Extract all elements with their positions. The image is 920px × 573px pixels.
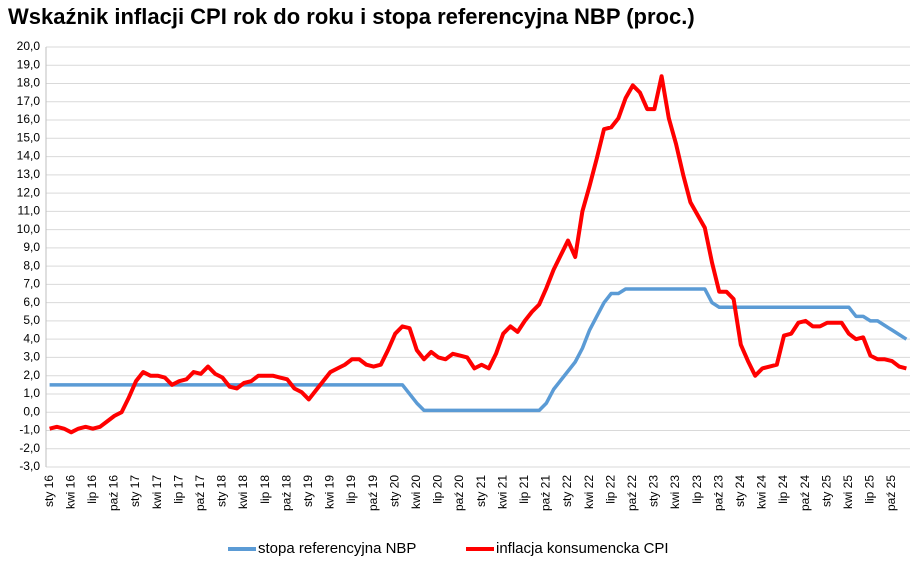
y-tick-label: 15,0 bbox=[17, 130, 41, 144]
x-tick-label: lip 24 bbox=[776, 475, 790, 504]
x-tick-label: paź 21 bbox=[539, 475, 553, 511]
series-line bbox=[49, 74, 907, 435]
y-tick-label: 4,0 bbox=[23, 331, 40, 345]
y-tick-label: -3,0 bbox=[19, 459, 40, 473]
y-tick-label: 10,0 bbox=[17, 222, 41, 236]
y-tick-label: 1,0 bbox=[23, 386, 40, 400]
x-tick-label: paź 23 bbox=[711, 475, 725, 511]
series-line bbox=[49, 287, 908, 413]
x-tick-label: lip 20 bbox=[431, 475, 445, 504]
x-tick-label: sty 24 bbox=[733, 475, 747, 507]
x-tick-label: sty 17 bbox=[128, 475, 142, 507]
x-tick-label: kwi 19 bbox=[323, 475, 337, 509]
y-tick-label: -1,0 bbox=[19, 423, 40, 437]
legend-label: stopa referencyjna NBP bbox=[258, 540, 416, 557]
x-tick-label: lip 17 bbox=[171, 475, 185, 504]
x-tick-label: sty 20 bbox=[387, 475, 401, 507]
y-tick-label: 9,0 bbox=[23, 240, 40, 254]
x-tick-label: sty 18 bbox=[215, 475, 229, 507]
y-tick-label: 14,0 bbox=[17, 149, 41, 163]
y-tick-label: 18,0 bbox=[17, 76, 41, 90]
x-tick-label: lip 25 bbox=[863, 475, 877, 504]
chart-title: Wskaźnik inflacji CPI rok do roku i stop… bbox=[8, 4, 695, 29]
y-tick-label: 7,0 bbox=[23, 277, 40, 291]
x-tick-label: sty 21 bbox=[474, 475, 488, 507]
x-tick-label: paź 24 bbox=[798, 475, 812, 511]
x-tick-label: paź 18 bbox=[279, 475, 293, 511]
x-tick-label: kwi 18 bbox=[236, 475, 250, 509]
x-tick-label: paź 17 bbox=[193, 475, 207, 511]
x-tick-label: kwi 16 bbox=[63, 475, 77, 509]
x-tick-label: lip 16 bbox=[85, 475, 99, 504]
y-tick-label: 5,0 bbox=[23, 313, 40, 327]
y-tick-label: 16,0 bbox=[17, 112, 41, 126]
x-tick-label: lip 18 bbox=[258, 475, 272, 504]
x-tick-label: paź 20 bbox=[452, 475, 466, 511]
y-tick-label: 17,0 bbox=[17, 94, 41, 108]
x-tick-label: kwi 23 bbox=[668, 475, 682, 509]
x-tick-label: kwi 22 bbox=[582, 475, 596, 509]
x-tick-label: paź 19 bbox=[366, 475, 380, 511]
x-tick-label: sty 25 bbox=[819, 475, 833, 507]
legend-label: inflacja konsumencka CPI bbox=[496, 540, 669, 557]
x-tick-label: paź 16 bbox=[107, 475, 121, 511]
x-tick-label: sty 16 bbox=[42, 475, 56, 507]
x-tick-label: lip 21 bbox=[517, 475, 531, 504]
x-tick-label: sty 23 bbox=[647, 475, 661, 507]
x-tick-label: sty 19 bbox=[301, 475, 315, 507]
y-tick-label: 19,0 bbox=[17, 57, 41, 71]
x-tick-label: lip 19 bbox=[344, 475, 358, 504]
x-tick-label: lip 22 bbox=[603, 475, 617, 504]
x-tick-label: paź 22 bbox=[625, 475, 639, 511]
y-tick-label: 2,0 bbox=[23, 368, 40, 382]
y-tick-label: 12,0 bbox=[17, 185, 41, 199]
y-tick-label: 20,0 bbox=[17, 39, 41, 53]
x-tick-label: kwi 20 bbox=[409, 475, 423, 509]
x-tick-label: kwi 24 bbox=[755, 475, 769, 509]
x-tick-label: kwi 25 bbox=[841, 475, 855, 509]
y-tick-label: 3,0 bbox=[23, 350, 40, 364]
x-tick-label: kwi 21 bbox=[495, 475, 509, 509]
y-tick-label: 0,0 bbox=[23, 404, 40, 418]
y-tick-label: 13,0 bbox=[17, 167, 41, 181]
x-tick-label: kwi 17 bbox=[150, 475, 164, 509]
y-tick-label: 8,0 bbox=[23, 258, 40, 272]
x-tick-label: lip 23 bbox=[690, 475, 704, 504]
x-tick-label: paź 25 bbox=[884, 475, 898, 511]
x-tick-label: sty 22 bbox=[560, 475, 574, 507]
y-tick-label: 6,0 bbox=[23, 295, 40, 309]
y-tick-label: 11,0 bbox=[18, 204, 41, 218]
y-tick-label: -2,0 bbox=[19, 441, 40, 455]
